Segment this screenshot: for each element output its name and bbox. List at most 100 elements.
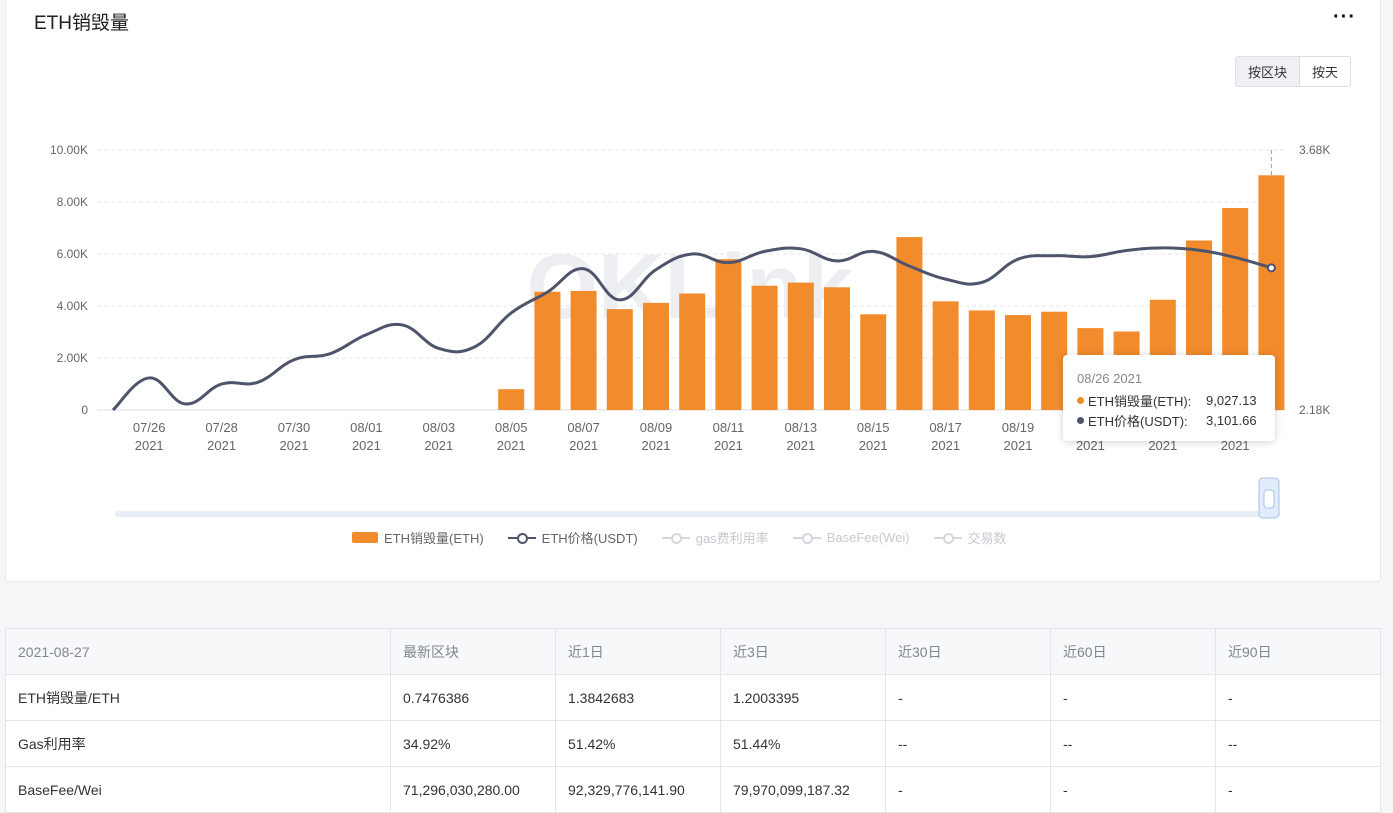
legend-label: 交易数 <box>967 531 1007 546</box>
legend-item-basefee[interactable]: BaseFee(Wei) <box>792 528 910 547</box>
x-tick-label: 08/13 <box>785 420 818 435</box>
table-cell: 51.44% <box>720 720 886 767</box>
tooltip-value-burn: 9,027.13 <box>1206 392 1257 408</box>
chart-card: ETH销毁量 ··· 按区块 按天 <box>5 0 1381 582</box>
x-tick-year: 2021 <box>352 438 381 453</box>
table-header-cell: 近30日 <box>885 628 1051 675</box>
x-tick-label: 08/11 <box>713 420 745 435</box>
legend-item-price[interactable]: ETH价格(USDT) <box>507 528 638 547</box>
x-tick-year: 2021 <box>1004 438 1033 453</box>
y-axis-right: 2.18K 3.68K <box>1299 143 1330 417</box>
x-tick-year: 2021 <box>859 438 888 453</box>
toggle-by-day-button[interactable]: 按天 <box>1300 57 1351 86</box>
legend-line-swatch-icon <box>661 532 690 544</box>
table-cell: ETH销毁量/ETH <box>5 674 391 721</box>
stats-table: 2021-08-27 最新区块 近1日 近3日 近30日 近60日 近90日 E… <box>5 628 1381 813</box>
x-tick-label: 08/17 <box>929 420 962 435</box>
legend-label: gas费利用率 <box>695 531 769 546</box>
x-tick-label: 07/26 <box>133 420 166 435</box>
table-cell: 1.2003395 <box>720 674 886 721</box>
table-row: Gas利用率 34.92% 51.42% 51.44% -- -- -- <box>5 720 1381 767</box>
bar <box>824 287 850 410</box>
table-header-cell: 近1日 <box>555 628 721 675</box>
legend-label: BaseFee(Wei) <box>826 530 910 545</box>
table-cell: 71,296,030,280.00 <box>390 766 556 813</box>
tooltip-label-price: ETH价格(USDT): <box>1088 413 1188 429</box>
table-cell: - <box>885 766 1051 813</box>
bar <box>715 259 742 410</box>
x-tick-label: 08/09 <box>640 420 673 435</box>
tooltip-dot-burn <box>1077 396 1084 404</box>
x-tick-year: 2021 <box>931 438 960 453</box>
y-left-tick-label: 8.00K <box>57 195 88 209</box>
bar <box>751 285 778 410</box>
x-tick-label: 08/07 <box>567 420 600 435</box>
x-tick-year: 2021 <box>569 438 598 453</box>
x-tick-label: 08/19 <box>1002 420 1035 435</box>
bar <box>534 291 561 410</box>
table-cell: - <box>1215 674 1381 721</box>
tooltip-label-burn: ETH销毁量(ETH): <box>1088 393 1192 409</box>
table-header-row: 2021-08-27 最新区块 近1日 近3日 近30日 近60日 近90日 <box>5 628 1381 675</box>
bar <box>643 302 669 410</box>
x-axis: 07/26 2021 07/28 2021 07/30 2021 08/01 2021 08/0… <box>133 420 1250 453</box>
bar <box>679 293 706 410</box>
price-point <box>1266 263 1276 273</box>
x-tick-year: 2021 <box>642 438 671 453</box>
chart-legend: ETH销毁量(ETH) ETH价格(USDT) gas费利用率 BaseFee(… <box>352 528 1031 547</box>
legend-item-tx[interactable]: 交易数 <box>933 528 1007 547</box>
tooltip-row-price: ETH价格(USDT): 3,101.66 <box>1077 410 1275 430</box>
x-tick-year: 2021 <box>497 438 526 453</box>
y-left-tick-label: 2.00K <box>57 351 88 365</box>
granularity-toggle: 按区块 按天 <box>1235 56 1352 87</box>
tooltip-value-price: 3,101.66 <box>1206 412 1257 428</box>
bar <box>498 389 525 410</box>
legend-label: ETH销毁量(ETH) <box>384 531 484 546</box>
legend-line-swatch-icon <box>933 532 962 544</box>
table-cell: 92,329,776,141.90 <box>555 766 721 813</box>
table-row: ETH销毁量/ETH 0.7476386 1.3842683 1.2003395- - - <box>5 674 1381 721</box>
table-cell: 1.3842683 <box>555 674 721 721</box>
table-cell: 79,970,099,187.32 <box>720 766 886 813</box>
table-cell: - <box>1050 674 1216 721</box>
table-cell: 34.92% <box>390 720 556 767</box>
legend-item-burn[interactable]: ETH销毁量(ETH) <box>352 528 484 547</box>
x-tick-year: 2021 <box>207 438 236 453</box>
bar <box>968 310 995 410</box>
table-cell: -- <box>1215 720 1381 767</box>
legend-bar-swatch-icon <box>352 532 378 543</box>
y-left-tick-label: 0 <box>81 403 88 417</box>
legend-line-swatch-icon <box>507 532 536 544</box>
x-tick-label: 08/15 <box>857 420 890 435</box>
bar <box>932 301 959 410</box>
x-tick-label: 08/03 <box>423 420 456 435</box>
bar <box>570 290 597 410</box>
tooltip-row-burn: ETH销毁量(ETH): 9,027.13 <box>1077 390 1275 410</box>
x-tick-year: 2021 <box>1148 438 1177 453</box>
chart-title: ETH销毁量 <box>34 13 130 34</box>
more-options-icon[interactable]: ··· <box>1333 6 1356 28</box>
bar <box>1041 311 1068 410</box>
x-tick-year: 2021 <box>135 438 164 453</box>
x-tick-label: 07/28 <box>205 420 238 435</box>
x-tick-year: 2021 <box>786 438 815 453</box>
x-tick-label: 08/05 <box>495 420 528 435</box>
y-left-tick-label: 6.00K <box>57 247 88 261</box>
zoom-slider[interactable] <box>115 477 1280 519</box>
x-tick-year: 2021 <box>424 438 453 453</box>
toggle-by-block-button[interactable]: 按区块 <box>1236 57 1301 86</box>
table-cell: BaseFee/Wei <box>5 766 391 813</box>
y-axis-left: 0 2.00K 4.00K 6.00K 8.00K 10.00K <box>50 143 88 417</box>
x-tick-year: 2021 <box>1076 438 1105 453</box>
bar <box>1005 315 1031 410</box>
table-cell: - <box>1215 766 1381 813</box>
y-right-tick-label: 2.18K <box>1299 403 1330 417</box>
y-right-tick-label: 3.68K <box>1299 143 1330 157</box>
tooltip-dot-price <box>1077 416 1084 424</box>
legend-item-gas[interactable]: gas费利用率 <box>661 528 769 547</box>
y-left-tick-label: 4.00K <box>57 299 88 313</box>
table-cell: Gas利用率 <box>5 720 391 767</box>
legend-label: ETH价格(USDT) <box>541 531 638 546</box>
table-cell: 0.7476386 <box>390 674 556 721</box>
